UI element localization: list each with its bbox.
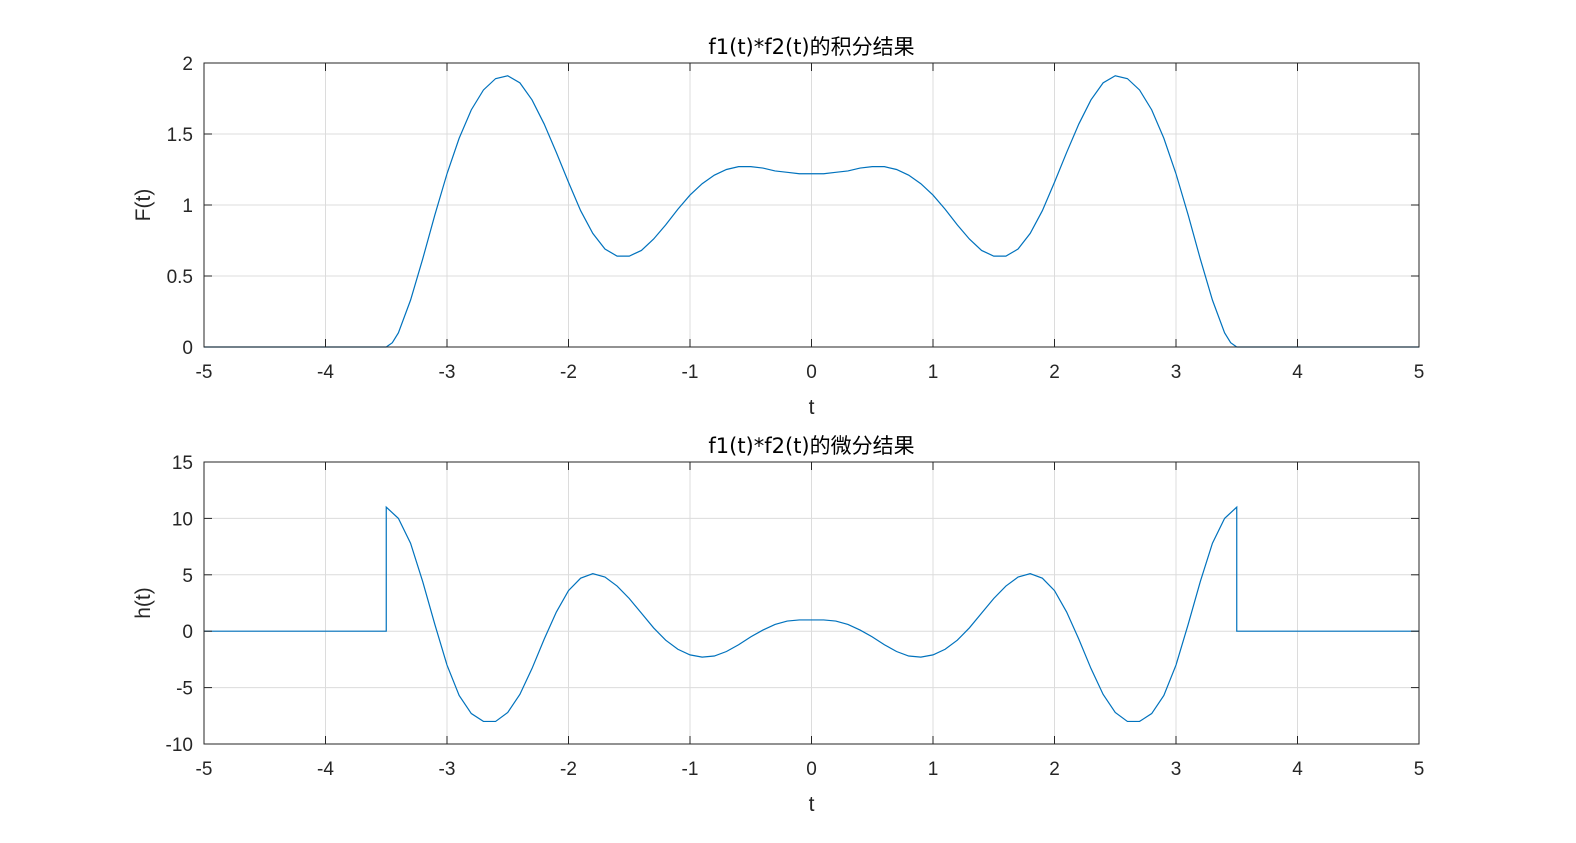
integral-x-tick-label: 1 xyxy=(928,362,939,383)
derivative-y-tick-label: 5 xyxy=(182,566,193,587)
integral-x-tick-label: 2 xyxy=(1049,362,1060,383)
integral-series-line xyxy=(204,75,1419,348)
integral-y-tick-label: 1 xyxy=(182,196,193,217)
integral-plot-x-tick-labels: -5 -4 -3 -2 -1 0 1 2 3 4 5 xyxy=(196,362,1425,383)
derivative-plot-ticks xyxy=(203,461,1420,745)
derivative-plot-title: f1(t)*f2(t)的微分结果 xyxy=(708,434,914,458)
integral-plot-x-axis-label: t xyxy=(809,396,815,419)
integral-plot-y-axis-label: F(t) xyxy=(132,189,155,222)
derivative-x-tick-label: 0 xyxy=(806,759,817,780)
integral-x-tick-label: -3 xyxy=(439,362,456,383)
derivative-x-tick-label: -4 xyxy=(317,759,334,780)
derivative-x-tick-label: 2 xyxy=(1049,759,1060,780)
derivative-x-tick-label: -5 xyxy=(196,759,213,780)
integral-y-tick-label: 0.5 xyxy=(167,267,193,288)
integral-x-tick-label: -5 xyxy=(196,362,213,383)
integral-plot: -5 -4 -3 -2 -1 0 1 2 3 4 5 0 0.5 1 1.5 2 f1(t)*f2(t)的积… xyxy=(132,35,1424,419)
derivative-plot-x-axis-label: t xyxy=(809,793,815,816)
derivative-x-tick-label: 5 xyxy=(1414,759,1425,780)
derivative-x-tick-label: -1 xyxy=(682,759,699,780)
integral-y-tick-label: 0 xyxy=(182,338,193,359)
integral-x-tick-label: 0 xyxy=(806,362,817,383)
derivative-x-tick-label: 1 xyxy=(928,759,939,780)
derivative-y-tick-label: 10 xyxy=(172,509,193,530)
derivative-x-tick-label: -2 xyxy=(560,759,577,780)
derivative-plot-x-tick-labels: -5 -4 -3 -2 -1 0 1 2 3 4 5 xyxy=(196,759,1425,780)
derivative-y-tick-label: -10 xyxy=(166,735,193,756)
derivative-plot-y-axis-label: h(t) xyxy=(132,587,155,619)
integral-x-tick-label: -1 xyxy=(682,362,699,383)
integral-x-tick-label: -4 xyxy=(317,362,334,383)
integral-x-tick-label: 4 xyxy=(1292,362,1303,383)
derivative-x-tick-label: 4 xyxy=(1292,759,1303,780)
integral-plot-ticks xyxy=(203,62,1420,348)
derivative-y-tick-label: 0 xyxy=(182,622,193,643)
integral-x-tick-label: -2 xyxy=(560,362,577,383)
derivative-series-line xyxy=(204,505,1419,723)
derivative-x-tick-label: -3 xyxy=(439,759,456,780)
integral-x-tick-label: 5 xyxy=(1414,362,1425,383)
derivative-plot-grid xyxy=(204,462,1419,744)
integral-x-tick-label: 3 xyxy=(1171,362,1182,383)
derivative-y-tick-label: -5 xyxy=(176,679,193,700)
integral-plot-title: f1(t)*f2(t)的积分结果 xyxy=(708,35,914,59)
derivative-plot-y-tick-labels: -10 -5 0 5 10 15 xyxy=(166,453,193,756)
integral-y-tick-label: 2 xyxy=(182,54,193,75)
integral-plot-grid xyxy=(204,63,1419,347)
integral-plot-y-tick-labels: 0 0.5 1 1.5 2 xyxy=(167,54,193,359)
derivative-x-tick-label: 3 xyxy=(1171,759,1182,780)
derivative-y-tick-label: 15 xyxy=(172,453,193,474)
integral-y-tick-label: 1.5 xyxy=(167,125,193,146)
